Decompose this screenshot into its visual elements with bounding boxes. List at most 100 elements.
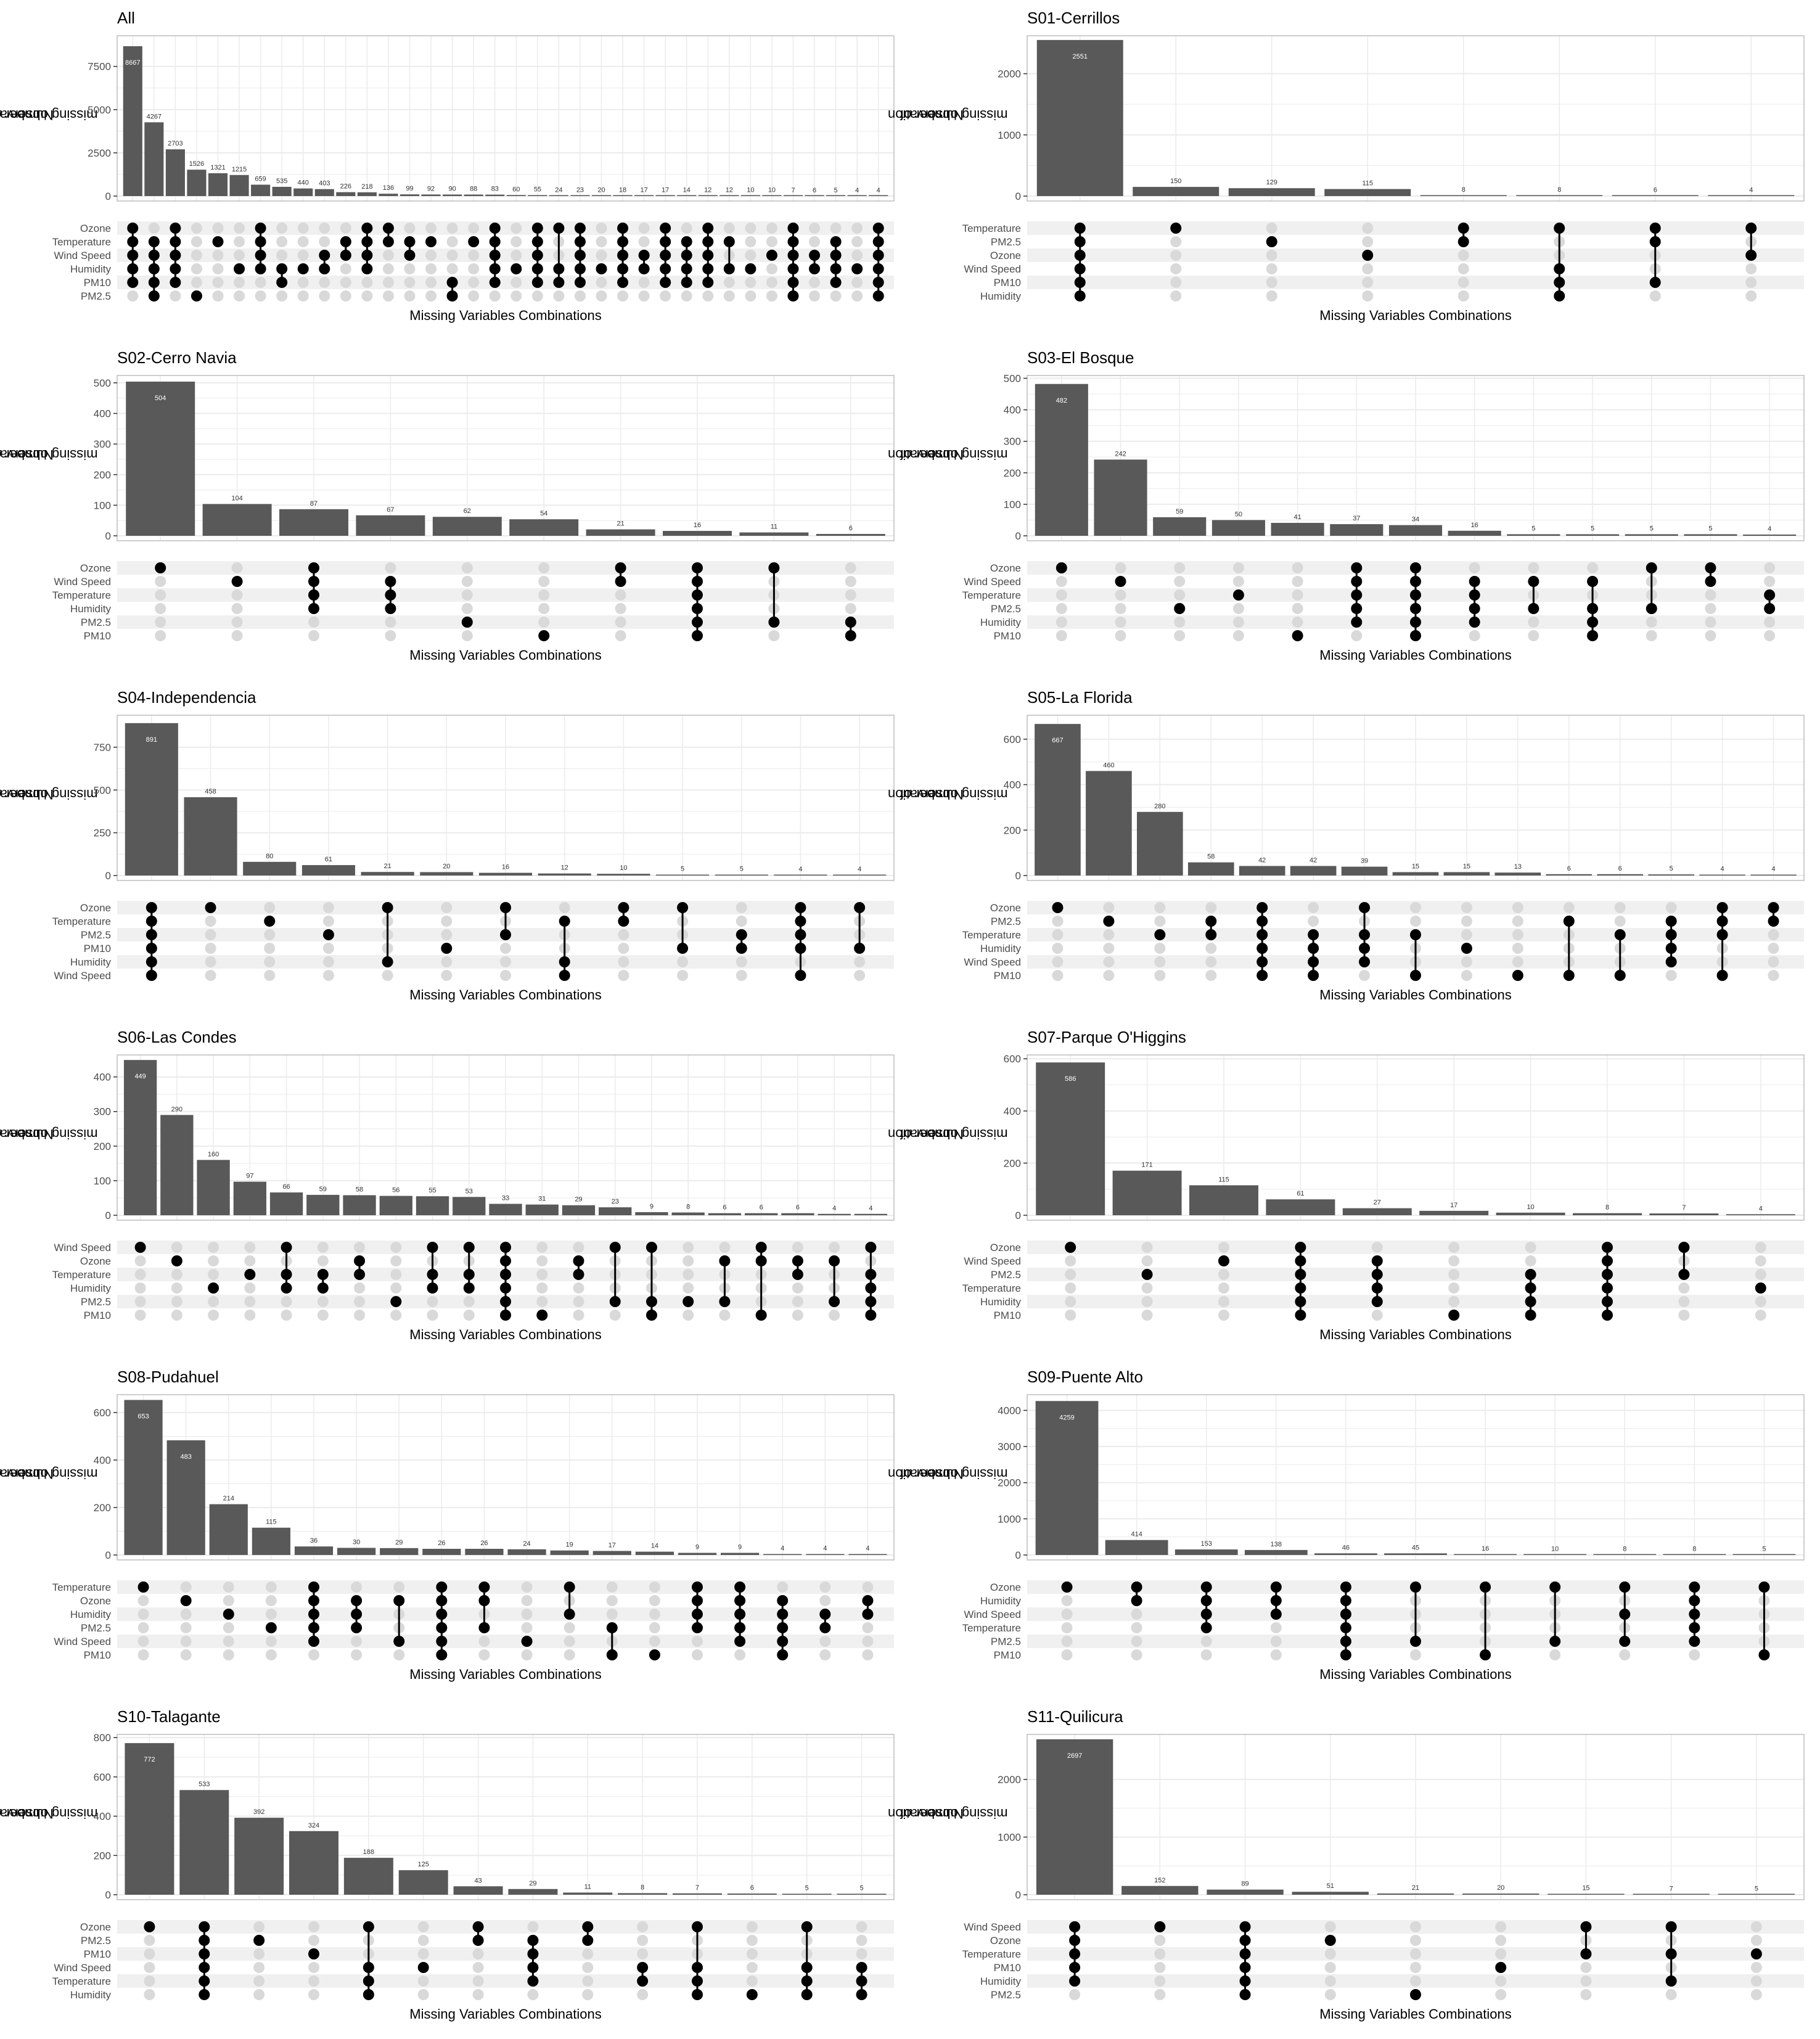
matrix-dot-filled — [527, 1935, 539, 1946]
matrix-dot-empty — [564, 1622, 575, 1633]
matrix-dot-filled — [573, 1269, 584, 1280]
bar — [184, 797, 237, 876]
matrix-dot-filled — [819, 1609, 831, 1620]
bar — [202, 504, 272, 536]
set-label: PM2.5 — [991, 1989, 1021, 2001]
matrix-dot-empty — [322, 902, 334, 913]
matrix-dot-filled — [856, 1975, 867, 1987]
matrix-dot-filled — [427, 1269, 438, 1280]
matrix-dot-empty — [322, 956, 334, 967]
bar — [233, 1181, 266, 1215]
bar-value-label: 5 — [1762, 1546, 1766, 1553]
matrix-dot-filled — [1461, 943, 1472, 954]
matrix-dot-empty — [382, 970, 393, 981]
bar — [1523, 1554, 1587, 1555]
matrix-dot-empty — [472, 1975, 484, 1987]
bar-value-label: 414 — [1131, 1531, 1142, 1538]
bar-value-label: 242 — [1115, 450, 1126, 457]
matrix-dot-filled — [1665, 956, 1677, 967]
matrix-dot-filled — [1602, 1296, 1613, 1307]
matrix-dot-empty — [231, 603, 243, 614]
bar — [251, 184, 271, 196]
bar-value-label: 10 — [1551, 1545, 1559, 1553]
y-tick-label: 500 — [94, 784, 111, 796]
matrix-dot-empty — [1141, 1310, 1153, 1321]
matrix-dot-filled — [393, 1636, 405, 1647]
matrix-dot-filled — [363, 1962, 374, 1973]
set-label: Temperature — [962, 223, 1021, 234]
matrix-dot-filled — [777, 1649, 789, 1660]
matrix-dot-empty — [1469, 630, 1480, 641]
matrix-dot-filled — [702, 263, 714, 274]
matrix-dot-filled — [692, 576, 703, 587]
bar-value-label: 6 — [1654, 186, 1657, 194]
matrix-dot-empty — [385, 617, 396, 628]
matrix-dot-empty — [1665, 1989, 1677, 2000]
matrix-dot-empty — [1324, 1962, 1336, 1973]
matrix-dot-empty — [1061, 1622, 1073, 1633]
matrix-dot-empty — [766, 263, 777, 274]
matrix-dot-filled — [500, 1310, 511, 1321]
matrix-dot-empty — [180, 1622, 192, 1633]
matrix-dot-filled — [1131, 1582, 1142, 1593]
matrix-dot-empty — [819, 1636, 831, 1647]
matrix-dot-empty — [1410, 1948, 1421, 1959]
matrix-dot-empty — [538, 589, 550, 601]
matrix-dot-empty — [596, 290, 607, 302]
matrix-dot-empty — [1052, 943, 1064, 954]
bar — [1547, 1893, 1625, 1895]
matrix-dot-filled — [692, 630, 703, 641]
bar-value-label: 24 — [523, 1540, 530, 1548]
matrix-dot-empty — [340, 290, 351, 302]
bar — [1207, 1889, 1284, 1895]
matrix-dot-filled — [1646, 562, 1657, 573]
matrix-dot-empty — [596, 250, 607, 261]
bar-value-label: 58 — [356, 1186, 363, 1193]
matrix-dot-empty — [1371, 1242, 1383, 1253]
matrix-dot-empty — [649, 1582, 660, 1593]
matrix-dot-empty — [1065, 1310, 1076, 1321]
matrix-dot-filled — [582, 1921, 594, 1932]
matrix-dot-filled — [768, 617, 780, 628]
bar-value-label: 29 — [529, 1880, 536, 1887]
x-axis-label: Missing Variables Combinations — [1319, 1327, 1512, 1342]
matrix-dot-filled — [146, 916, 157, 927]
matrix-dot-filled — [1469, 576, 1480, 587]
matrix-dot-empty — [538, 617, 550, 628]
bar-value-label: 891 — [146, 736, 157, 744]
matrix-dot-filled — [1469, 617, 1480, 628]
matrix-dot-filled — [637, 1962, 649, 1973]
bar — [1105, 1540, 1168, 1555]
matrix-dot-empty — [244, 1242, 256, 1253]
panel-title: S07-Parque O'Higgins — [1027, 1028, 1186, 1046]
matrix-dot-empty — [223, 1649, 234, 1660]
set-label: PM2.5 — [991, 1269, 1021, 1281]
bar-value-label: 440 — [298, 179, 309, 187]
set-label: Temperature — [52, 1975, 111, 1987]
matrix-dot-filled — [1410, 589, 1421, 601]
matrix-dot-filled — [777, 1595, 789, 1606]
bar-value-label: 11 — [771, 523, 777, 531]
y-tick-label: 200 — [94, 1502, 111, 1514]
matrix-dot-empty — [677, 970, 689, 981]
matrix-dot-filled — [609, 1296, 621, 1307]
bar — [1708, 195, 1795, 196]
matrix-dot-filled — [1665, 1921, 1677, 1932]
bar-value-label: 90 — [448, 185, 456, 192]
matrix-dot-filled — [180, 1595, 192, 1606]
matrix-dot-filled — [734, 1622, 746, 1633]
matrix-dot-filled — [681, 263, 692, 274]
matrix-dot-empty — [536, 1282, 548, 1294]
matrix-dot-empty — [1218, 1296, 1229, 1307]
bar — [1094, 459, 1147, 536]
matrix-dot-empty — [851, 236, 863, 247]
y-tick-label: 200 — [94, 469, 111, 481]
bar-value-label: 483 — [180, 1453, 191, 1461]
y-tick-label: 7500 — [88, 61, 111, 73]
matrix-dot-empty — [1448, 1296, 1460, 1307]
x-axis-label: Missing Variables Combinations — [1319, 2006, 1512, 2022]
matrix-dot-empty — [281, 1296, 292, 1307]
matrix-dot-empty — [1308, 902, 1319, 913]
bar — [708, 1213, 742, 1215]
